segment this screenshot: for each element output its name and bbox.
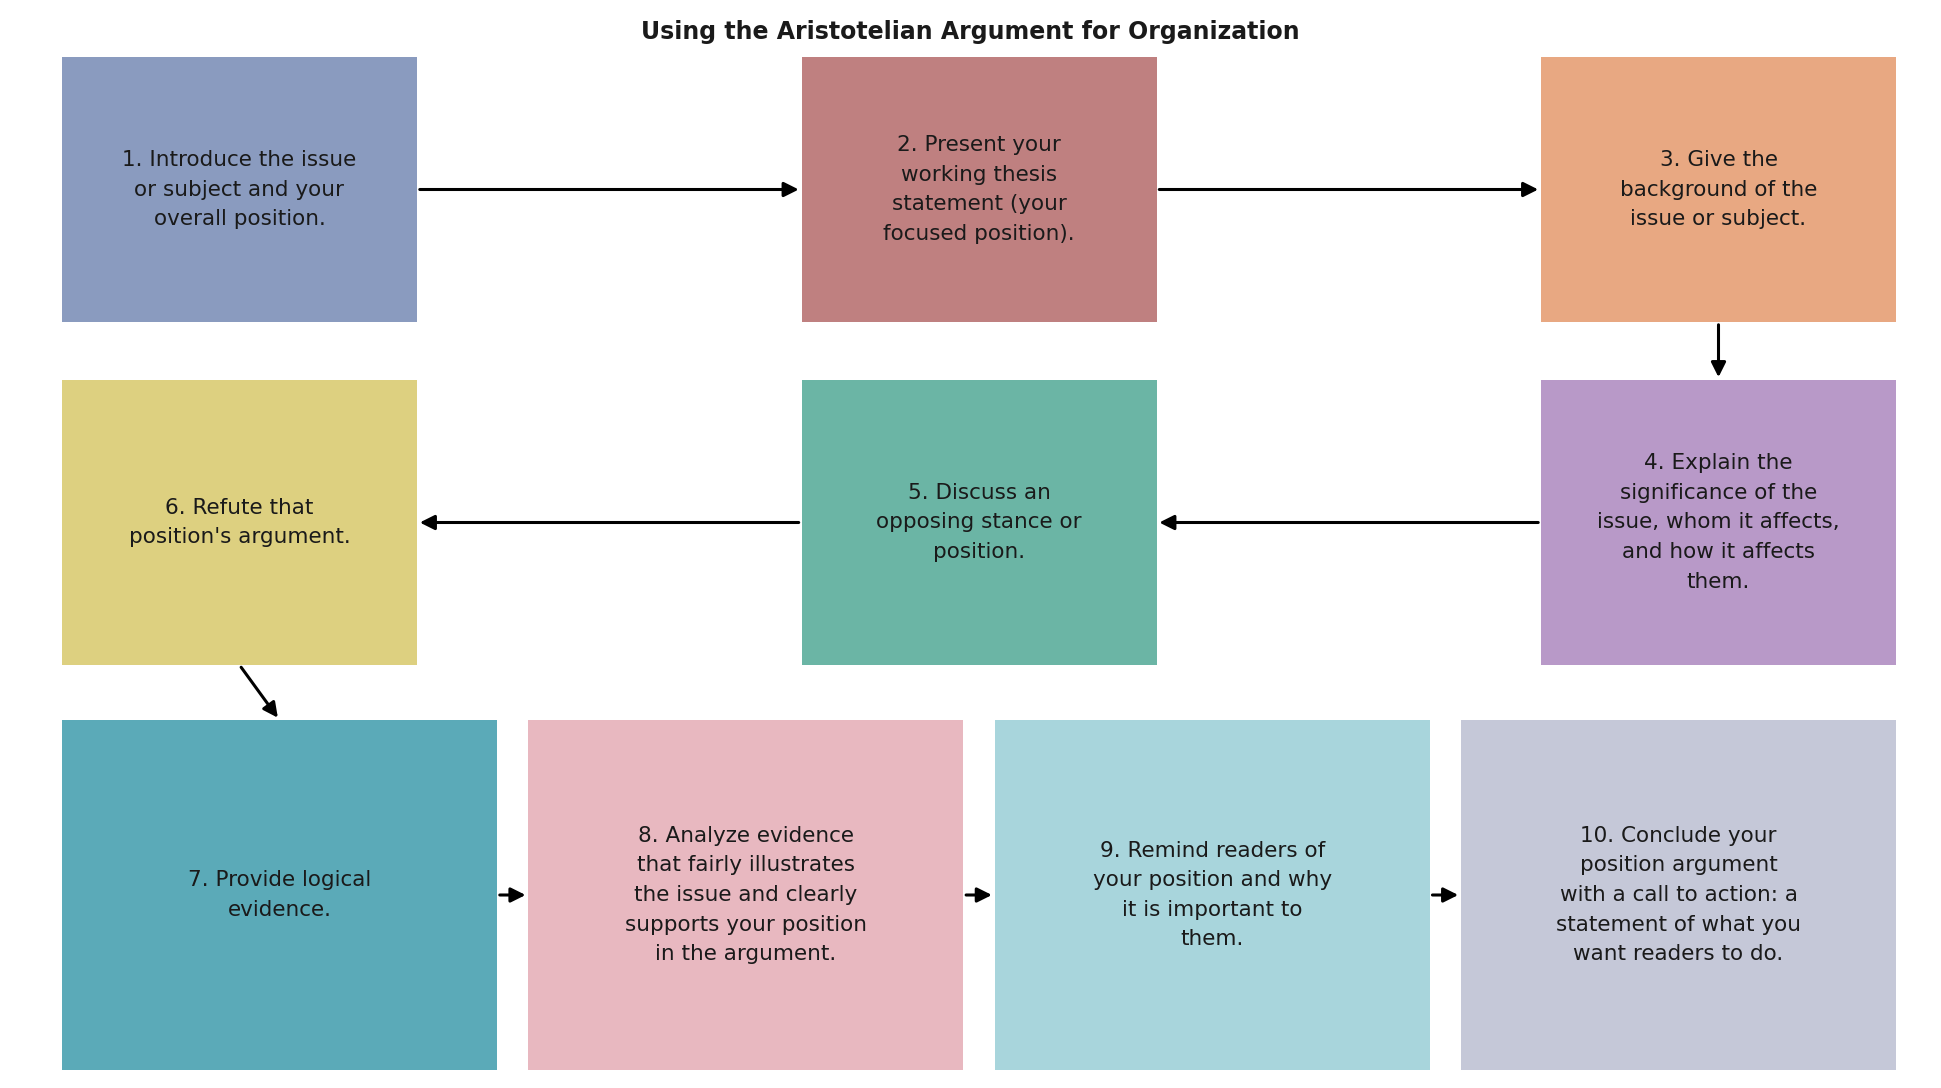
FancyBboxPatch shape	[528, 720, 963, 1070]
FancyBboxPatch shape	[62, 720, 497, 1070]
FancyBboxPatch shape	[62, 380, 417, 665]
FancyBboxPatch shape	[802, 57, 1157, 322]
Text: 2. Present your
working thesis
statement (your
focused position).: 2. Present your working thesis statement…	[883, 135, 1075, 244]
FancyBboxPatch shape	[994, 720, 1431, 1070]
FancyBboxPatch shape	[1462, 720, 1896, 1070]
Text: 10. Conclude your
position argument
with a call to action: a
statement of what y: 10. Conclude your position argument with…	[1557, 826, 1801, 964]
Text: 4. Explain the
significance of the
issue, whom it affects,
and how it affects
th: 4. Explain the significance of the issue…	[1597, 454, 1840, 592]
FancyBboxPatch shape	[62, 57, 417, 322]
Text: 5. Discuss an
opposing stance or
position.: 5. Discuss an opposing stance or positio…	[875, 483, 1081, 562]
Text: 6. Refute that
position's argument.: 6. Refute that position's argument.	[128, 497, 351, 547]
FancyBboxPatch shape	[1541, 380, 1896, 665]
FancyBboxPatch shape	[802, 380, 1157, 665]
Text: 9. Remind readers of
your position and why
it is important to
them.: 9. Remind readers of your position and w…	[1093, 841, 1332, 950]
Text: Using the Aristotelian Argument for Organization: Using the Aristotelian Argument for Orga…	[641, 20, 1300, 44]
Text: 7. Provide logical
evidence.: 7. Provide logical evidence.	[188, 870, 371, 919]
Text: 3. Give the
background of the
issue or subject.: 3. Give the background of the issue or s…	[1621, 150, 1817, 230]
Text: 1. Introduce the issue
or subject and your
overall position.: 1. Introduce the issue or subject and yo…	[122, 150, 357, 230]
Text: 8. Analyze evidence
that fairly illustrates
the issue and clearly
supports your : 8. Analyze evidence that fairly illustra…	[625, 826, 868, 964]
FancyBboxPatch shape	[1541, 57, 1896, 322]
